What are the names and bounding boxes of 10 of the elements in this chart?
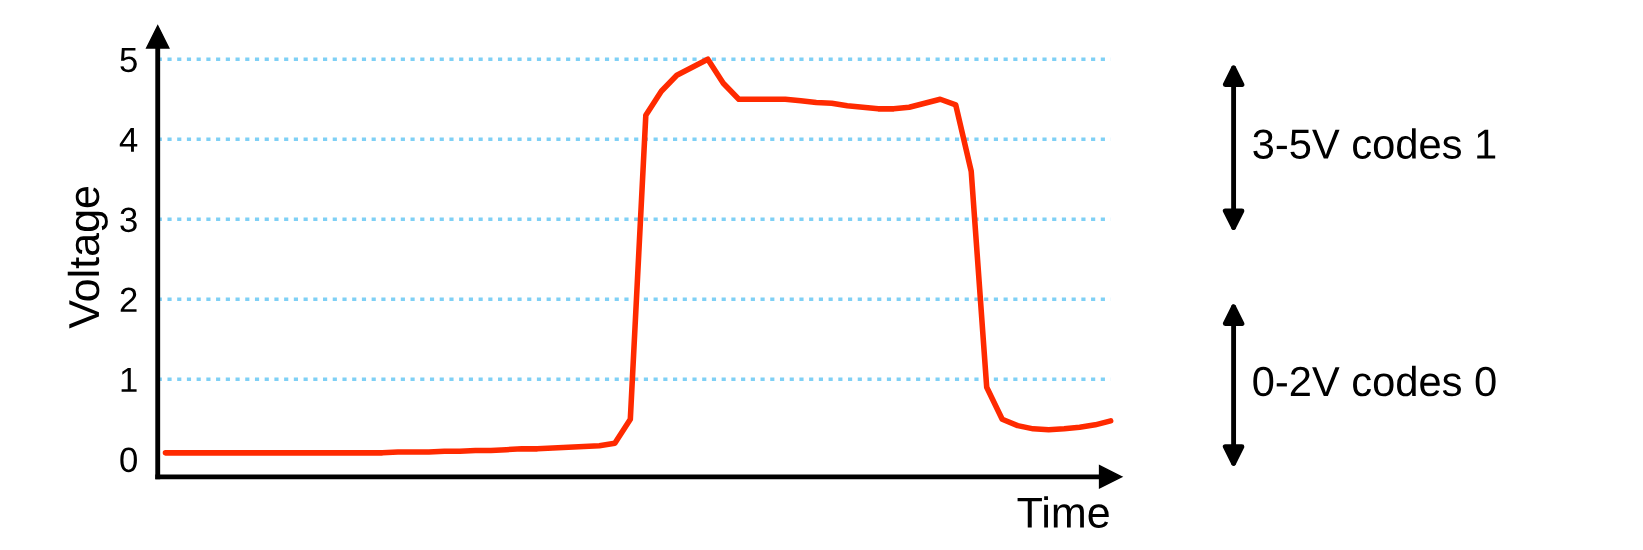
x-axis-title: Time xyxy=(1017,496,1109,528)
y-tick-label: 0 xyxy=(120,447,137,473)
y-tick-label: 2 xyxy=(120,287,137,312)
text: 3-5V codes 1 xyxy=(1253,128,1496,159)
y-tick-label: 4 xyxy=(119,127,138,152)
text: 0-2V codes 0 xyxy=(1253,365,1496,397)
y-tick-label: 3 xyxy=(120,207,137,233)
y-tick-label: 5 xyxy=(120,47,137,73)
y-tick-label: 1 xyxy=(121,367,137,392)
y-axis-title: Voltage xyxy=(67,186,108,329)
